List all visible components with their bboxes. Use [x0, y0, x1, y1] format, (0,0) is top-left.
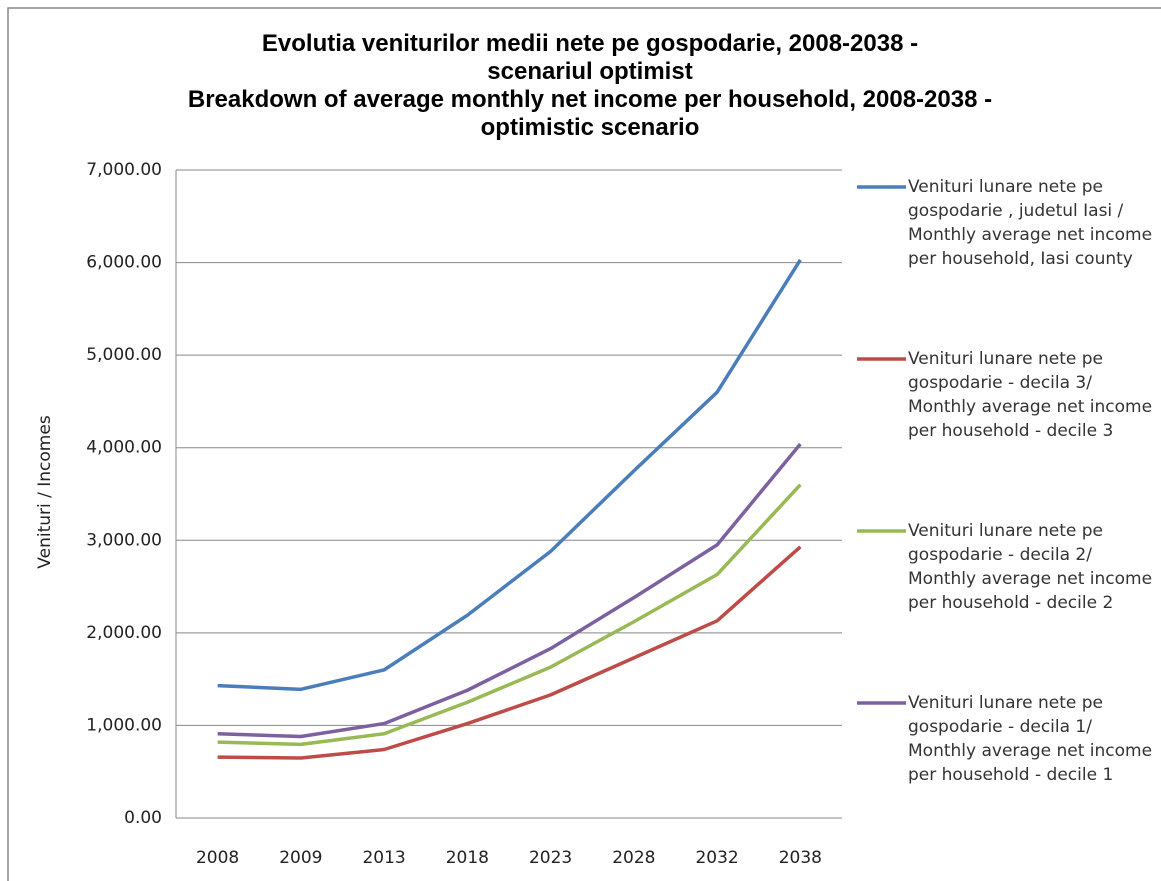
x-tick-label: 2032 [695, 848, 738, 868]
legend-label: Venituri lunare nete pe gospodarie - dec… [908, 693, 1153, 785]
y-axis-title: Venituri / Incomes [35, 415, 55, 569]
y-tick-label: 2,000.00 [86, 623, 162, 643]
x-tick-label: 2018 [446, 848, 489, 868]
x-tick-label: 2009 [279, 848, 322, 868]
y-tick-label: 6,000.00 [86, 253, 162, 273]
series-line [217, 545, 802, 760]
x-tick-label: 2038 [779, 848, 822, 868]
legend-label: Venituri lunare nete pe gospodarie - dec… [908, 521, 1153, 613]
y-tick-label: 0.00 [124, 808, 162, 828]
y-tick-label: 3,000.00 [86, 530, 162, 550]
x-tick-label: 2023 [529, 848, 572, 868]
series-line [217, 258, 802, 692]
series-line [217, 483, 802, 747]
chart-subtitle: Breakdown of average monthly net income … [187, 86, 993, 141]
y-tick-label: 5,000.00 [86, 345, 162, 365]
series-line [217, 442, 802, 739]
x-tick-label: 2028 [612, 848, 655, 868]
chart-border [7, 7, 1161, 881]
chart-title: Evolutia veniturilor medii nete pe gospo… [261, 30, 919, 85]
titles: Evolutia veniturilor medii nete pe gospo… [140, 30, 1040, 142]
y-tick-label: 7,000.00 [86, 160, 162, 180]
legend-label: Venituri lunare nete pe gospodarie - dec… [908, 349, 1153, 441]
legend-label: Venituri lunare nete pe gospodarie , jud… [908, 177, 1153, 269]
y-tick-label: 1,000.00 [86, 715, 162, 735]
x-tick-label: 2013 [362, 848, 405, 868]
y-tick-label: 4,000.00 [86, 438, 162, 458]
x-tick-label: 2008 [196, 848, 239, 868]
